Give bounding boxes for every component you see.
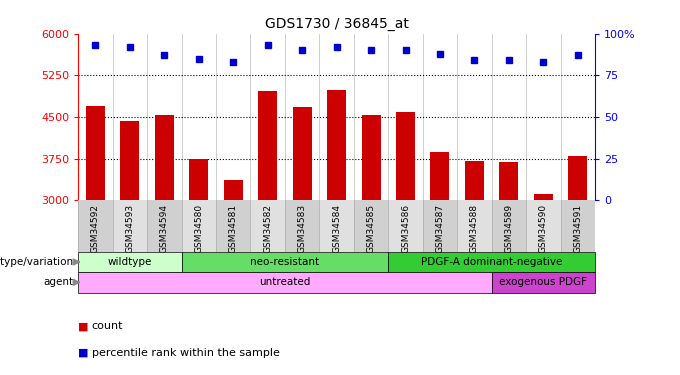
Bar xyxy=(86,106,105,200)
Text: GSM34588: GSM34588 xyxy=(470,204,479,254)
Bar xyxy=(327,90,346,200)
Bar xyxy=(292,107,311,200)
Bar xyxy=(499,162,518,200)
Bar xyxy=(423,200,457,252)
Bar xyxy=(560,200,595,252)
Text: neo-resistant: neo-resistant xyxy=(250,257,320,267)
Bar xyxy=(388,252,595,272)
Text: GSM34591: GSM34591 xyxy=(573,204,582,254)
Bar xyxy=(457,200,492,252)
Text: GSM34586: GSM34586 xyxy=(401,204,410,254)
Bar xyxy=(396,112,415,200)
Bar xyxy=(189,159,208,200)
Text: GSM34594: GSM34594 xyxy=(160,204,169,253)
Text: untreated: untreated xyxy=(259,278,311,287)
Bar xyxy=(568,156,588,200)
Text: GSM34582: GSM34582 xyxy=(263,204,272,253)
Bar xyxy=(147,200,182,252)
Bar xyxy=(224,180,243,200)
Bar xyxy=(534,194,553,200)
Bar xyxy=(155,115,174,200)
Text: exogenous PDGF: exogenous PDGF xyxy=(499,278,588,287)
Bar xyxy=(492,200,526,252)
Bar xyxy=(216,200,250,252)
Text: GSM34590: GSM34590 xyxy=(539,204,548,254)
Text: genotype/variation: genotype/variation xyxy=(0,257,73,267)
Text: GSM34592: GSM34592 xyxy=(91,204,100,253)
Bar xyxy=(78,252,182,272)
Text: ■: ■ xyxy=(78,348,88,357)
Bar xyxy=(285,200,320,252)
Text: GSM34593: GSM34593 xyxy=(125,204,135,254)
Text: GSM34580: GSM34580 xyxy=(194,204,203,254)
Text: GSM34584: GSM34584 xyxy=(332,204,341,253)
Bar xyxy=(320,200,354,252)
Bar xyxy=(388,200,423,252)
Bar xyxy=(465,161,484,200)
Bar xyxy=(526,200,560,252)
Text: GSM34589: GSM34589 xyxy=(505,204,513,254)
Bar xyxy=(354,200,388,252)
Bar xyxy=(120,122,139,200)
Bar xyxy=(182,252,388,272)
Bar xyxy=(78,272,492,292)
Text: GSM34581: GSM34581 xyxy=(228,204,238,254)
Bar xyxy=(492,272,595,292)
Text: PDGF-A dominant-negative: PDGF-A dominant-negative xyxy=(421,257,562,267)
Bar xyxy=(430,152,449,200)
Text: GSM34585: GSM34585 xyxy=(367,204,375,254)
Bar xyxy=(250,200,285,252)
Text: count: count xyxy=(92,321,123,331)
Text: wildtype: wildtype xyxy=(107,257,152,267)
Bar xyxy=(113,200,147,252)
Text: percentile rank within the sample: percentile rank within the sample xyxy=(92,348,279,357)
Bar xyxy=(362,115,381,200)
Text: agent: agent xyxy=(43,278,73,287)
Title: GDS1730 / 36845_at: GDS1730 / 36845_at xyxy=(265,17,409,32)
Bar xyxy=(258,92,277,200)
Text: GSM34587: GSM34587 xyxy=(435,204,445,254)
Text: ■: ■ xyxy=(78,321,88,331)
Bar xyxy=(78,200,113,252)
Bar xyxy=(182,200,216,252)
Text: GSM34583: GSM34583 xyxy=(298,204,307,254)
